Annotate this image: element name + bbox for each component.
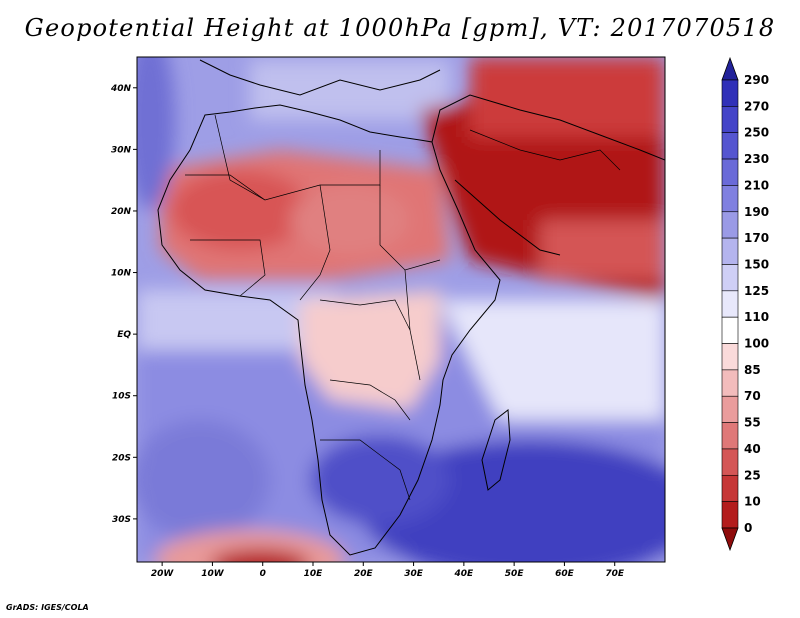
field-nw-atlantic <box>137 57 175 210</box>
colorbar-top-arrow <box>721 56 739 81</box>
credit-label: GrADS: IGES/COLA <box>6 603 89 612</box>
lon-tick-label: 20W <box>151 569 175 579</box>
coastlines <box>157 59 665 556</box>
field-atlantic-sw <box>137 420 270 540</box>
border-angola-zambia <box>329 379 411 421</box>
colorbar-swatch <box>721 79 739 107</box>
field-arabian-sea <box>540 220 665 280</box>
red-sea-coastline <box>454 179 561 256</box>
colorbar: 2902702502302101901701501251101008570554… <box>721 56 769 552</box>
lon-tick-label: 40E <box>454 569 475 579</box>
lat-tick-label: EQ <box>117 330 131 340</box>
colorbar-swatch <box>721 501 739 529</box>
colorbar-label: 85 <box>744 363 761 377</box>
field-cutoff-low-outer <box>155 530 345 562</box>
border-congo <box>319 299 411 331</box>
border-sudan <box>379 185 441 271</box>
height-field <box>137 57 665 562</box>
colorbar-label: 40 <box>744 442 761 456</box>
lat-tick-label: 20N <box>111 207 132 217</box>
field-iran <box>470 57 665 137</box>
colorbar-swatch <box>721 185 739 213</box>
lon-tick-label: 20E <box>354 569 374 579</box>
field-equatorial-indian <box>440 300 665 420</box>
field-mediterranean <box>250 60 450 120</box>
lon-tick-label: 0 <box>260 569 266 579</box>
colorbar-label: 100 <box>744 337 769 351</box>
colorbar-swatch <box>721 316 739 344</box>
colorbar-swatch <box>721 290 739 318</box>
madagascar-coastline <box>481 409 511 491</box>
border-algeria-morocco <box>214 114 266 201</box>
asia-coastline <box>431 94 665 161</box>
lat-tick-label: 20S <box>112 453 131 463</box>
colorbar-swatch <box>721 448 739 476</box>
border-west-africa <box>190 239 266 297</box>
lat-tick-label: 10N <box>111 269 132 279</box>
border-southern-africa <box>320 439 411 501</box>
lon-tick-label: 60E <box>555 569 575 579</box>
country-borders <box>185 114 621 501</box>
colorbar-swatch <box>721 158 739 186</box>
colorbar-swatch <box>721 264 739 292</box>
plot-frame <box>136 56 666 563</box>
colorbar-label: 55 <box>744 416 761 430</box>
border-middle-east <box>469 129 621 171</box>
africa-coastline <box>157 104 501 556</box>
lat-tick-label: 40N <box>110 84 132 94</box>
colorbar-label: 170 <box>744 231 769 245</box>
colorbar-swatch <box>721 211 739 239</box>
colorbar-swatch <box>721 237 739 265</box>
lon-tick-label: 10W <box>201 569 225 579</box>
colorbar-label: 190 <box>744 205 769 219</box>
lon-tick-label: 10E <box>304 569 324 579</box>
field-cutoff-low-core <box>210 549 310 562</box>
field-southern-africa <box>310 435 450 525</box>
colorbar-label: 70 <box>744 389 761 403</box>
colorbar-label: 110 <box>744 310 769 324</box>
colorbar-swatch <box>721 422 739 450</box>
colorbar-label: 250 <box>744 126 769 140</box>
colorbar-swatch <box>721 132 739 160</box>
colorbar-swatch <box>721 474 739 502</box>
lat-tick-label: 10S <box>112 392 131 402</box>
colorbar-label: 150 <box>744 257 769 271</box>
colorbar-swatch <box>721 369 739 397</box>
colorbar-swatch <box>721 106 739 134</box>
colorbar-label: 10 <box>744 495 761 509</box>
colorbar-label: 125 <box>744 284 769 298</box>
field-west-sahara-core <box>170 170 310 250</box>
colorbar-label: 270 <box>744 99 769 113</box>
colorbar-label: 230 <box>744 152 769 166</box>
colorbar-label: 25 <box>744 468 761 482</box>
field-east-sahara <box>290 185 410 255</box>
border-sahara-south <box>185 150 381 201</box>
lon-axis: 20W 10W 0 10E 20E 30E 40E 50E 60E 70E <box>151 562 625 579</box>
europe-coastline <box>199 59 441 96</box>
lon-tick-label: 70E <box>605 569 625 579</box>
colorbar-swatch <box>721 395 739 423</box>
colorbar-bottom-arrow <box>721 527 739 552</box>
lat-tick-label: 30N <box>111 145 132 155</box>
lat-tick-label: 30S <box>112 515 131 525</box>
border-niger-chad <box>299 184 331 301</box>
chart-title: Geopotential Height at 1000hPa [gpm], VT… <box>24 14 776 42</box>
lon-tick-label: 50E <box>505 569 525 579</box>
colorbar-label: 0 <box>744 521 752 535</box>
colorbar-label: 290 <box>744 73 769 87</box>
colorbar-swatch <box>721 343 739 371</box>
lon-tick-label: 30E <box>404 569 424 579</box>
lat-axis: 40N 30N 20N 10N EQ 10S 20S 30S <box>110 84 137 525</box>
colorbar-label: 210 <box>744 178 769 192</box>
